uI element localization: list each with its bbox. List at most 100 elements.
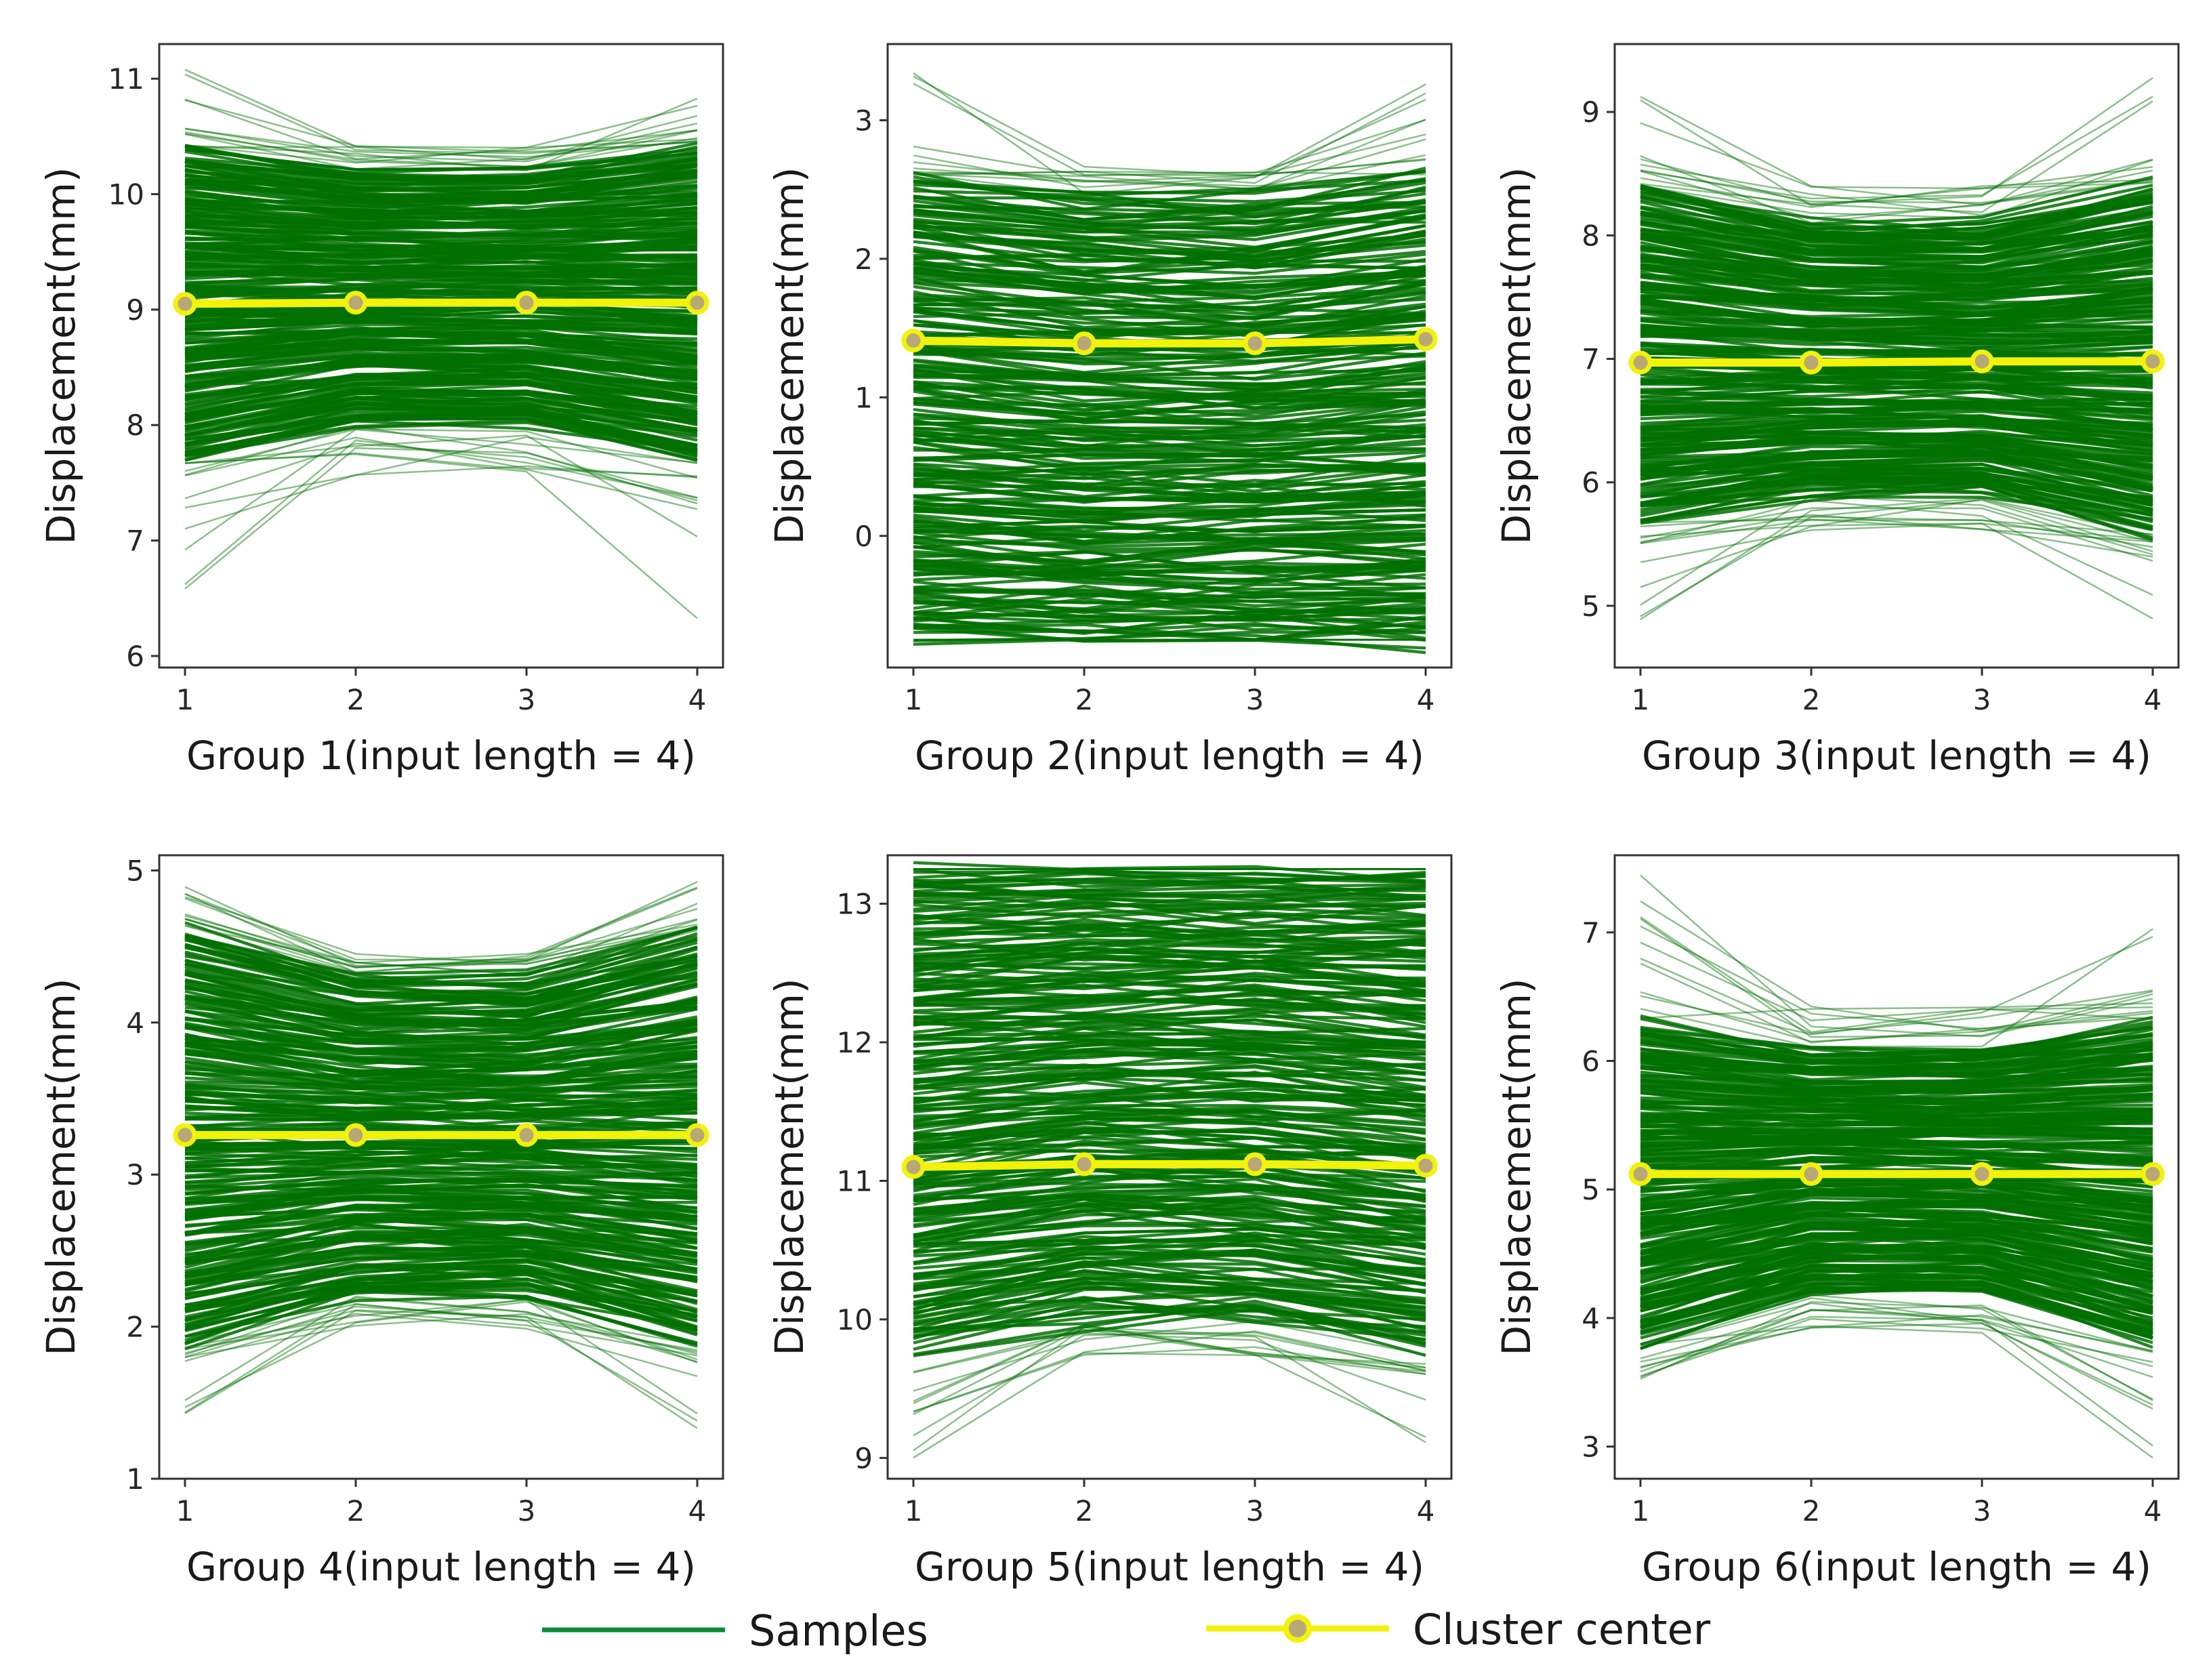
sample-line	[1640, 1027, 2153, 1056]
sample-outlier-line	[913, 1352, 1426, 1412]
axes-frame	[158, 43, 724, 669]
sample-outlier-line	[913, 1326, 1426, 1416]
sample-outlier-line	[913, 118, 1426, 191]
sample-line	[913, 370, 1426, 398]
sample-line	[913, 438, 1426, 451]
sample-outlier-line	[184, 99, 698, 153]
sample-line	[184, 1204, 698, 1243]
cluster-center-line	[1640, 357, 2153, 367]
sample-line	[1640, 325, 2153, 341]
sample-line	[184, 210, 698, 229]
legend-samples-label: Samples	[749, 1606, 928, 1656]
sample-outlier-line	[184, 104, 698, 164]
sample-outlier-line	[1640, 494, 2153, 606]
cluster-center-marker	[1628, 1162, 1653, 1186]
sample-outlier-line	[913, 1324, 1426, 1404]
sample-line	[1640, 332, 2153, 355]
x-tick-label: 4	[688, 683, 707, 716]
y-tick-label: 5	[1582, 590, 1600, 623]
y-tick-label: 8	[1582, 219, 1600, 252]
y-tick-label: 9	[1582, 96, 1600, 129]
x-axis-label: Group 5(input length = 4)	[915, 1544, 1424, 1590]
sample-line	[913, 1309, 1426, 1338]
y-tick-label: 9	[854, 1441, 873, 1475]
x-tick-label: 4	[2144, 1494, 2162, 1528]
cluster-center-marker	[1243, 1152, 1267, 1176]
x-tick-label: 3	[1973, 1494, 1991, 1528]
x-axis-label: Group 1(input length = 4)	[186, 733, 696, 779]
sample-outlier-line	[1640, 523, 2153, 563]
x-tick-label: 1	[1632, 683, 1650, 716]
sample-line	[913, 921, 1426, 937]
sample-outlier-line	[184, 453, 698, 619]
sample-line	[913, 595, 1426, 619]
sample-line	[913, 1117, 1426, 1150]
x-axis-label: Group 4(input length = 4)	[186, 1544, 696, 1590]
sample-line	[913, 950, 1426, 973]
sample-outlier-line	[913, 119, 1426, 176]
sample-line	[913, 1018, 1426, 1038]
cluster-center-line	[913, 1160, 1426, 1171]
sample-line	[913, 1304, 1426, 1338]
sample-line	[1640, 386, 2153, 409]
cluster-center-marker	[685, 291, 709, 315]
y-tick-label: 10	[108, 178, 144, 211]
sample-outlier-line	[913, 83, 1426, 188]
sample-line	[1640, 1254, 2153, 1299]
sample-outlier-line	[1640, 100, 2153, 213]
y-axis-label: Displacement(mm)	[38, 979, 84, 1356]
y-tick-label: 4	[126, 1006, 144, 1040]
sample-line	[913, 535, 1426, 562]
y-tick-label: 2	[854, 243, 873, 276]
y-tick-label: 6	[1582, 466, 1600, 499]
y-axis-label: Displacement(mm)	[38, 167, 84, 545]
axes-frame	[158, 854, 724, 1480]
x-tick-label: 2	[1075, 1494, 1094, 1528]
sample-line	[913, 1040, 1426, 1065]
sample-line	[184, 965, 698, 1010]
sample-line	[913, 1187, 1426, 1208]
sample-line	[913, 1168, 1426, 1206]
sample-line	[913, 169, 1426, 197]
x-tick-label: 3	[518, 1494, 536, 1528]
y-tick-label: 9	[126, 293, 144, 327]
sample-line	[913, 974, 1426, 988]
sample-outlier-line	[1640, 498, 2153, 588]
sample-outlier-line	[1640, 523, 2153, 619]
samples-lines	[913, 861, 1426, 1459]
x-tick-label: 1	[176, 1494, 194, 1528]
sample-outlier-line	[184, 436, 698, 509]
sample-outlier-line	[1640, 519, 2153, 548]
cluster-center-line	[913, 335, 1426, 348]
sample-outlier-line	[913, 1320, 1426, 1392]
sample-outlier-line	[1640, 1317, 2153, 1377]
sample-outlier-line	[184, 115, 698, 161]
sample-outlier-line	[913, 83, 1426, 176]
sample-line	[913, 885, 1426, 901]
legend: Samples Cluster center	[542, 1605, 1711, 1656]
sample-outlier-line	[184, 1295, 698, 1401]
sample-line	[1640, 1263, 2153, 1310]
cluster-center-marker	[1072, 331, 1096, 356]
y-axis-label: Displacement(mm)	[766, 167, 812, 545]
sample-outlier-line	[1640, 1300, 2153, 1380]
sample-line	[184, 202, 698, 220]
y-axis-label: Displacement(mm)	[766, 979, 812, 1356]
sample-outlier-line	[913, 138, 1426, 190]
cluster-center-marker	[1799, 350, 1823, 375]
sample-outlier-line	[184, 1305, 698, 1358]
y-tick-label: 1	[854, 381, 873, 414]
sample-outlier-line	[184, 893, 698, 977]
subplot-group-2: 0 1 2 3 1 2 3 4 Group 2(input length = 4) Displac…	[766, 43, 1453, 779]
sample-line	[913, 309, 1426, 336]
sample-line	[184, 925, 698, 981]
sample-outlier-line	[1640, 122, 2153, 190]
sample-line	[184, 303, 698, 314]
sample-line	[913, 281, 1426, 309]
x-tick-label: 4	[2144, 683, 2162, 716]
sample-line	[913, 997, 1426, 1029]
sample-outlier-line	[184, 443, 698, 501]
sample-outlier-line	[1640, 159, 2153, 220]
sample-outlier-line	[1640, 1302, 2153, 1410]
sample-line	[913, 1210, 1426, 1244]
